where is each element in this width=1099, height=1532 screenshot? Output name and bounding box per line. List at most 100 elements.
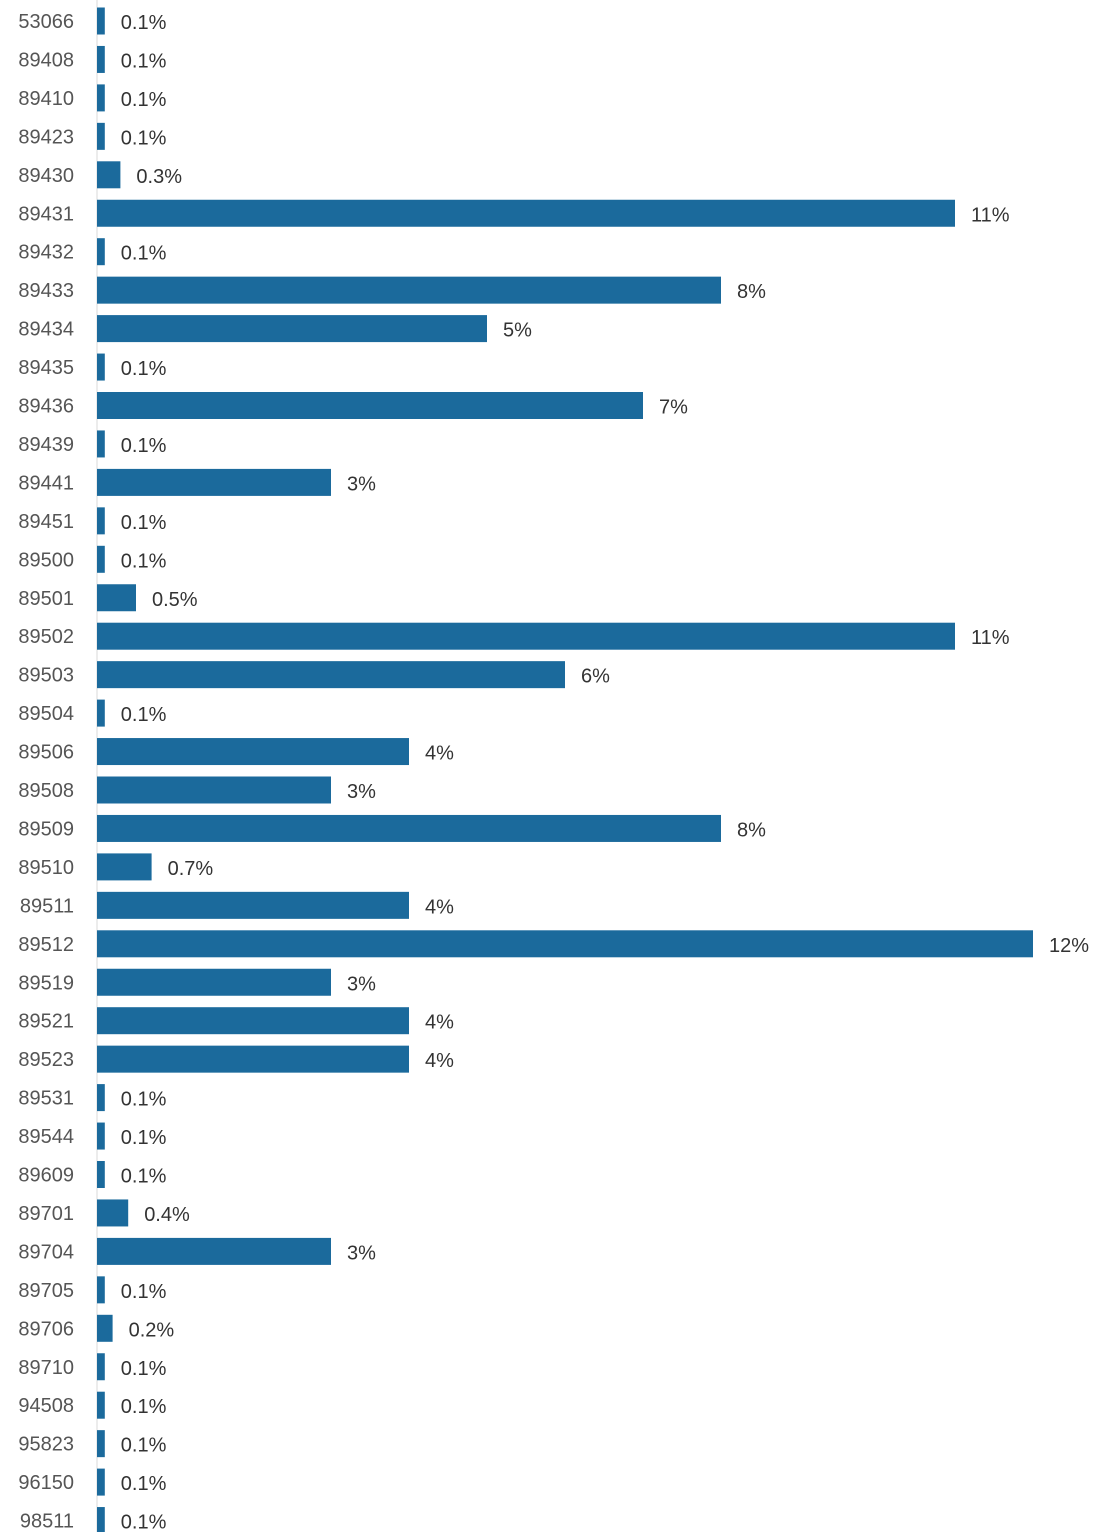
- bar: [97, 1122, 105, 1150]
- category-label: 89510: [18, 857, 74, 879]
- value-label: 0.1%: [121, 1358, 167, 1380]
- category-label: 96150: [18, 1472, 74, 1494]
- value-label: 0.7%: [168, 858, 214, 880]
- bar: [97, 622, 955, 650]
- bar: [97, 276, 721, 304]
- category-label: 89436: [18, 396, 74, 418]
- value-label: 8%: [737, 281, 766, 303]
- category-label: 89544: [18, 1126, 74, 1148]
- bar: [97, 84, 105, 112]
- category-label: 89509: [18, 818, 74, 840]
- value-label: 11%: [971, 627, 1010, 649]
- value-label: 0.1%: [121, 358, 167, 380]
- category-label: 89521: [18, 1011, 74, 1033]
- value-label: 0.1%: [121, 1435, 167, 1457]
- value-label: 0.1%: [121, 550, 167, 572]
- value-label: 0.1%: [121, 1089, 167, 1111]
- value-label: 0.1%: [121, 1281, 167, 1303]
- category-label: 89501: [18, 588, 74, 610]
- value-label: 0.1%: [121, 1166, 167, 1188]
- category-label: 89706: [18, 1318, 74, 1340]
- category-label: 89502: [18, 626, 74, 648]
- category-label: 89410: [18, 88, 74, 110]
- bar: [97, 968, 331, 996]
- bar: [97, 1007, 409, 1035]
- bar: [97, 699, 105, 727]
- value-label: 0.1%: [121, 243, 167, 265]
- bar: [97, 122, 105, 150]
- bar: [97, 853, 152, 881]
- value-label: 3%: [347, 473, 376, 495]
- value-label: 0.1%: [121, 1512, 167, 1532]
- category-label: 89704: [18, 1241, 74, 1263]
- category-label: 89609: [18, 1165, 74, 1187]
- value-label: 4%: [425, 1050, 454, 1072]
- category-label: 89512: [18, 934, 74, 956]
- category-label: 89519: [18, 972, 74, 994]
- value-label: 0.1%: [121, 50, 167, 72]
- value-label: 4%: [425, 743, 454, 765]
- bar: [97, 1507, 105, 1532]
- category-label: 89710: [18, 1357, 74, 1379]
- value-label: 3%: [347, 781, 376, 803]
- value-label: 0.1%: [121, 127, 167, 149]
- bar: [97, 1276, 105, 1304]
- category-label: 89531: [18, 1088, 74, 1110]
- category-label: 89523: [18, 1049, 74, 1071]
- category-label: 89451: [18, 511, 74, 533]
- bar: [97, 199, 955, 227]
- value-label: 4%: [425, 896, 454, 918]
- bar: [97, 353, 105, 381]
- bar: [97, 161, 121, 189]
- bar: [97, 1045, 409, 1073]
- value-label: 0.1%: [121, 1396, 167, 1418]
- bar: [97, 776, 331, 804]
- category-label: 89432: [18, 242, 74, 264]
- value-label: 0.2%: [129, 1319, 175, 1341]
- bar: [97, 1199, 129, 1227]
- bar: [97, 545, 105, 573]
- category-label: 89423: [18, 126, 74, 148]
- bar: [97, 1430, 105, 1458]
- bar: [97, 1353, 105, 1381]
- category-label: 89435: [18, 357, 74, 379]
- category-label: 94508: [18, 1395, 74, 1417]
- value-label: 0.1%: [121, 1127, 167, 1149]
- bar: [97, 7, 105, 35]
- value-label: 6%: [581, 666, 610, 688]
- value-label: 3%: [347, 973, 376, 995]
- value-label: 0.1%: [121, 89, 167, 111]
- value-label: 0.1%: [121, 1473, 167, 1495]
- label-group: 53066 0.1% 89408 0.1% 89410 0.1% 89423 0.1% 8943…: [18, 11, 1089, 1532]
- bar: [97, 1391, 105, 1419]
- category-label: 98511: [20, 1511, 74, 1532]
- value-label: 12%: [1049, 935, 1089, 957]
- bar: [97, 930, 1033, 958]
- category-label: 89701: [18, 1203, 74, 1225]
- category-label: 89506: [18, 742, 74, 764]
- category-label: 89705: [18, 1280, 74, 1302]
- bar: [97, 315, 487, 343]
- value-label: 3%: [347, 1242, 376, 1264]
- bar: [97, 1314, 113, 1342]
- category-label: 89408: [18, 49, 74, 71]
- value-label: 0.5%: [152, 589, 198, 611]
- bar: [97, 238, 105, 266]
- category-label: 89508: [18, 780, 74, 802]
- value-label: 11%: [971, 204, 1010, 226]
- category-label: 89500: [18, 549, 74, 571]
- bar: [97, 584, 136, 612]
- value-label: 4%: [425, 1012, 454, 1034]
- value-label: 7%: [659, 397, 688, 419]
- category-label: 89504: [18, 703, 74, 725]
- category-label: 89433: [18, 280, 74, 302]
- bar: [97, 814, 721, 842]
- value-label: 0.1%: [121, 435, 167, 457]
- bar: [97, 661, 565, 689]
- category-label: 53066: [18, 11, 74, 33]
- value-label: 0.1%: [121, 12, 167, 34]
- bar: [97, 468, 331, 496]
- bar: [97, 507, 105, 535]
